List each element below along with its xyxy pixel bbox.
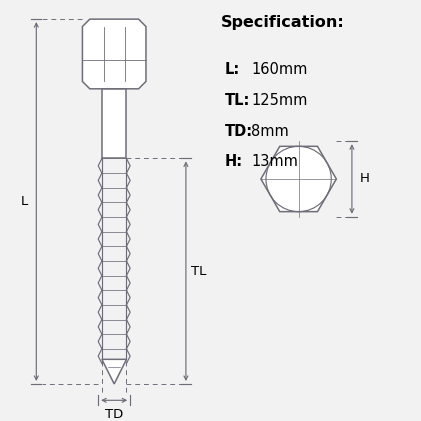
- Text: 125mm: 125mm: [251, 93, 308, 108]
- Text: H:: H:: [225, 155, 243, 169]
- Text: H: H: [359, 173, 369, 186]
- Bar: [102, 89, 126, 158]
- Text: TL: TL: [191, 265, 207, 278]
- Text: L: L: [21, 195, 29, 208]
- Text: Specification:: Specification:: [221, 15, 344, 30]
- Text: 8mm: 8mm: [251, 124, 289, 139]
- Polygon shape: [261, 147, 336, 212]
- Text: L:: L:: [225, 62, 240, 77]
- Text: TD: TD: [105, 408, 123, 421]
- Text: 13mm: 13mm: [251, 155, 298, 169]
- Text: TD:: TD:: [225, 124, 253, 139]
- Polygon shape: [83, 19, 146, 89]
- Text: 160mm: 160mm: [251, 62, 308, 77]
- Polygon shape: [102, 360, 126, 384]
- Text: TL:: TL:: [225, 93, 250, 108]
